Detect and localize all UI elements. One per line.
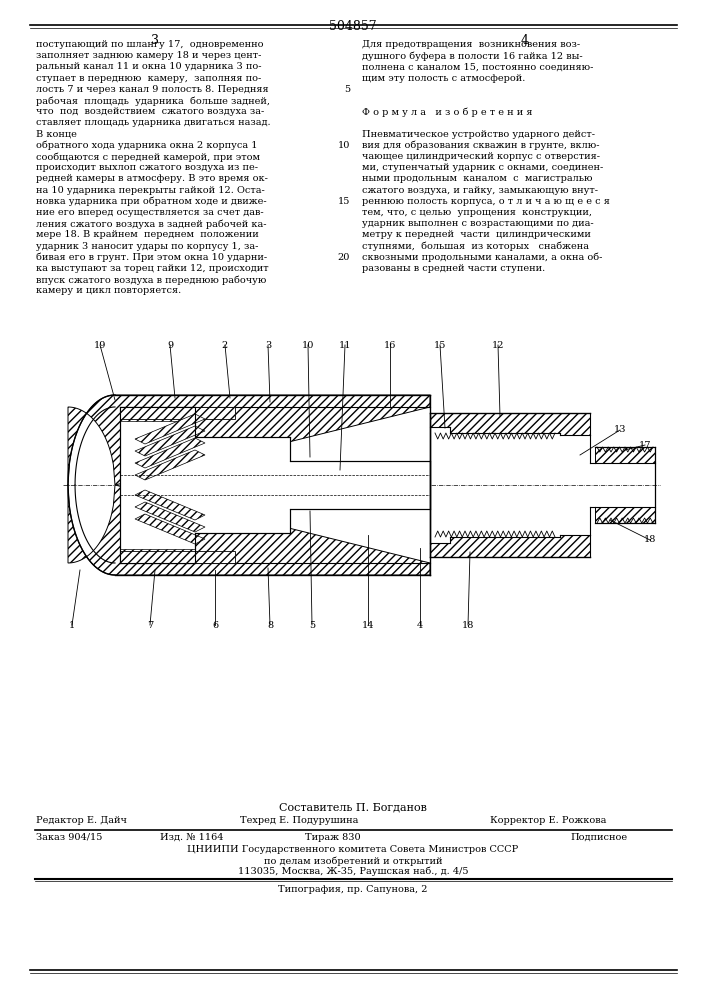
Text: душного буфера в полости 16 гайка 12 вы-: душного буфера в полости 16 гайка 12 вы- [362,51,583,61]
Text: 19: 19 [94,340,106,350]
Text: 10: 10 [302,340,314,350]
Polygon shape [120,551,235,563]
Text: по делам изобретений и открытий: по делам изобретений и открытий [264,856,443,865]
Polygon shape [595,507,655,523]
Text: Пневматическое устройство ударного дейст-: Пневматическое устройство ударного дейст… [362,130,595,139]
Text: 15: 15 [434,340,446,350]
Text: Изд. № 1164: Изд. № 1164 [160,833,223,842]
Text: Тираж 830: Тираж 830 [305,833,361,842]
Text: камеру и цикл повторяется.: камеру и цикл повторяется. [36,286,181,295]
Text: 10: 10 [338,141,350,150]
Text: ступает в переднюю  камеру,  заполняя по-: ступает в переднюю камеру, заполняя по- [36,74,262,83]
Polygon shape [135,514,205,544]
Text: чающее цилиндрический корпус с отверстия-: чающее цилиндрический корпус с отверстия… [362,152,600,161]
Text: 7: 7 [147,620,153,630]
Text: поступающий по шлангу 17,  одновременно: поступающий по шлангу 17, одновременно [36,40,264,49]
Polygon shape [135,502,205,532]
Polygon shape [135,426,205,456]
Polygon shape [120,407,430,563]
Text: редней камеры в атмосферу. В это время ок-: редней камеры в атмосферу. В это время о… [36,174,268,183]
Text: Корректор Е. Рожкова: Корректор Е. Рожкова [490,816,607,825]
Text: мере 18. В крайнем  переднем  положении: мере 18. В крайнем переднем положении [36,230,259,239]
Text: щим эту полость с атмосферой.: щим эту полость с атмосферой. [362,74,525,83]
Text: 4: 4 [417,620,423,630]
Text: сжатого воздуха, и гайку, замыкающую внут-: сжатого воздуха, и гайку, замыкающую вну… [362,186,598,195]
Text: Ф о р м у л а   и з о б р е т е н и я: Ф о р м у л а и з о б р е т е н и я [362,107,532,117]
Text: вия для образования скважин в грунте, вклю-: вия для образования скважин в грунте, вк… [362,141,600,150]
Text: впуск сжатого воздуха в переднюю рабочую: впуск сжатого воздуха в переднюю рабочую [36,275,267,285]
Text: заполняет заднюю камеру 18 и через цент-: заполняет заднюю камеру 18 и через цент- [36,51,262,60]
Text: 8: 8 [267,620,273,630]
Text: Составитель П. Богданов: Составитель П. Богданов [279,802,427,812]
Polygon shape [430,413,590,435]
Text: Техред Е. Подурушина: Техред Е. Подурушина [240,816,358,825]
Polygon shape [135,438,205,468]
Text: 5: 5 [309,620,315,630]
Text: ударник выполнен с возрастающими по диа-: ударник выполнен с возрастающими по диа- [362,219,594,228]
Text: 3: 3 [151,34,159,47]
Text: 2: 2 [222,340,228,350]
Polygon shape [430,535,590,557]
Text: 504857: 504857 [329,20,377,33]
Text: 1: 1 [69,620,75,630]
Text: 18: 18 [462,620,474,630]
Text: тем, что, с целью  упрощения  конструкции,: тем, что, с целью упрощения конструкции, [362,208,592,217]
Text: В конце: В конце [36,130,77,139]
Text: ЦНИИПИ Государственного комитета Совета Министров СССР: ЦНИИПИ Государственного комитета Совета … [187,845,519,854]
Text: ударник 3 наносит удары по корпусу 1, за-: ударник 3 наносит удары по корпусу 1, за… [36,242,258,251]
Text: ставляет площадь ударника двигаться назад.: ставляет площадь ударника двигаться наза… [36,118,271,127]
Text: на 10 ударника перекрыты гайкой 12. Оста-: на 10 ударника перекрыты гайкой 12. Оста… [36,186,264,195]
Polygon shape [68,395,430,485]
Text: Редактор Е. Дайч: Редактор Е. Дайч [36,816,127,825]
Text: ка выступают за торец гайки 12, происходит: ка выступают за торец гайки 12, происход… [36,264,269,273]
Polygon shape [120,549,195,563]
Text: 5: 5 [344,85,350,94]
Text: 3: 3 [265,340,271,350]
Text: 16: 16 [384,340,396,350]
Text: 17: 17 [638,440,651,450]
Text: ступнями,  большая  из которых   снабжена: ступнями, большая из которых снабжена [362,242,589,251]
Text: ми, ступенчатый ударник с окнами, соединен-: ми, ступенчатый ударник с окнами, соедин… [362,163,603,172]
Text: что  под  воздействием  сжатого воздуха за-: что под воздействием сжатого воздуха за- [36,107,264,116]
Text: ние его вперед осуществляется за счет дав-: ние его вперед осуществляется за счет да… [36,208,264,217]
Text: 15: 15 [338,197,350,206]
Text: 13: 13 [614,426,626,434]
Text: бивая его в грунт. При этом окна 10 ударни-: бивая его в грунт. При этом окна 10 удар… [36,253,267,262]
Text: 18: 18 [644,536,656,544]
Text: 113035, Москва, Ж-35, Раушская наб., д. 4/5: 113035, Москва, Ж-35, Раушская наб., д. … [238,867,468,876]
Text: 4: 4 [521,34,529,47]
Text: 14: 14 [362,620,374,630]
Text: рабочая  площадь  ударника  больше задней,: рабочая площадь ударника больше задней, [36,96,270,105]
Text: полнена с каналом 15, постоянно соединяю-: полнена с каналом 15, постоянно соединяю… [362,62,593,71]
Text: Подписное: Подписное [570,833,627,842]
Text: Для предотвращения  возникновения воз-: Для предотвращения возникновения воз- [362,40,580,49]
Text: лость 7 и через канал 9 полость 8. Передняя: лость 7 и через канал 9 полость 8. Перед… [36,85,269,94]
Text: ральный канал 11 и окна 10 ударника 3 по-: ральный канал 11 и окна 10 ударника 3 по… [36,62,262,71]
Text: Типография, пр. Сапунова, 2: Типография, пр. Сапунова, 2 [279,885,428,894]
Text: реннюю полость корпуса, о т л и ч а ю щ е е с я: реннюю полость корпуса, о т л и ч а ю щ … [362,197,610,206]
Polygon shape [135,490,205,520]
Text: сообщаются с передней камерой, при этом: сообщаются с передней камерой, при этом [36,152,260,161]
Text: 6: 6 [212,620,218,630]
Text: 12: 12 [492,340,504,350]
Polygon shape [135,450,205,480]
Text: происходит выхлоп сжатого воздуха из пе-: происходит выхлоп сжатого воздуха из пе- [36,163,258,172]
Text: 9: 9 [167,340,173,350]
Text: новка ударника при обратном ходе и движе-: новка ударника при обратном ходе и движе… [36,197,267,206]
Text: разованы в средней части ступени.: разованы в средней части ступени. [362,264,545,273]
Polygon shape [120,407,235,419]
Text: обратного хода ударника окна 2 корпуса 1: обратного хода ударника окна 2 корпуса 1 [36,141,257,150]
Text: 20: 20 [338,253,350,262]
Text: ления сжатого воздуха в задней рабочей ка-: ления сжатого воздуха в задней рабочей к… [36,219,267,229]
Text: Заказ 904/15: Заказ 904/15 [36,833,103,842]
Text: ными продольным  каналом  с  магистралью: ными продольным каналом с магистралью [362,174,592,183]
Polygon shape [68,485,430,575]
Polygon shape [135,414,205,444]
Text: метру к передней  части  цилиндрическими: метру к передней части цилиндрическими [362,230,591,239]
Text: 11: 11 [339,340,351,350]
Polygon shape [120,407,195,421]
Text: сквозными продольными каналами, а окна об-: сквозными продольными каналами, а окна о… [362,253,602,262]
Polygon shape [595,447,655,463]
